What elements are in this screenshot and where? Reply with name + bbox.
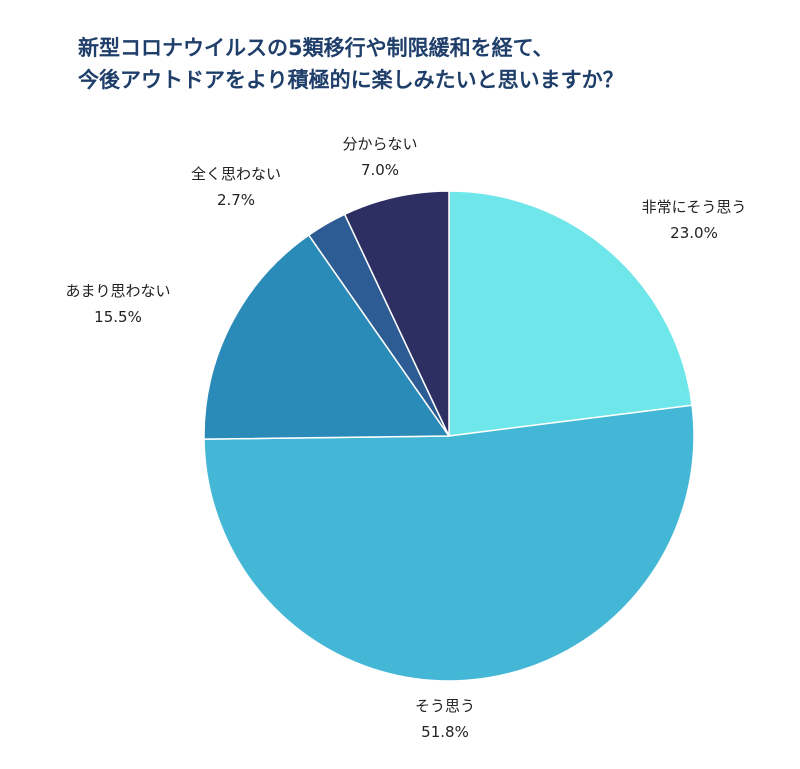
slice-label-1: 非常にそう思う — [642, 198, 747, 216]
slice-label-5: 分からない — [342, 135, 417, 153]
pie-slice-3 — [203, 234, 451, 440]
slice-label-4: 全く思わない — [191, 165, 281, 183]
pie-slice-2 — [203, 404, 695, 682]
pie-slice-5 — [343, 190, 450, 437]
pie-slice-1 — [448, 190, 693, 437]
slice-label-2: そう思う — [415, 697, 475, 715]
slice-value-label-1: 23.0% — [670, 224, 718, 242]
pie-labels: 非常にそう思う 23.0% そう思う 51.8% あまり思わない 15.5% 全く思わない 2… — [65, 135, 746, 741]
pie-slices — [203, 190, 695, 682]
slice-label-3: あまり思わない — [65, 282, 170, 300]
chart-title: 新型コロナウイルスの5類移行や制限緩和を経て、 今後アウトドアをより積極的に楽し… — [78, 32, 624, 96]
chart-title-line-1: 新型コロナウイルスの5類移行や制限緩和を経て、 — [78, 36, 554, 60]
slice-value-label-2: 51.8% — [421, 723, 469, 741]
slice-value-label-4: 2.7% — [217, 191, 255, 209]
slice-value-label-5: 7.0% — [361, 161, 399, 179]
slice-value-label-3: 15.5% — [94, 308, 142, 326]
chart-title-line-2: 今後アウトドアをより積極的に楽しみたいと思いますか？ — [78, 68, 624, 92]
